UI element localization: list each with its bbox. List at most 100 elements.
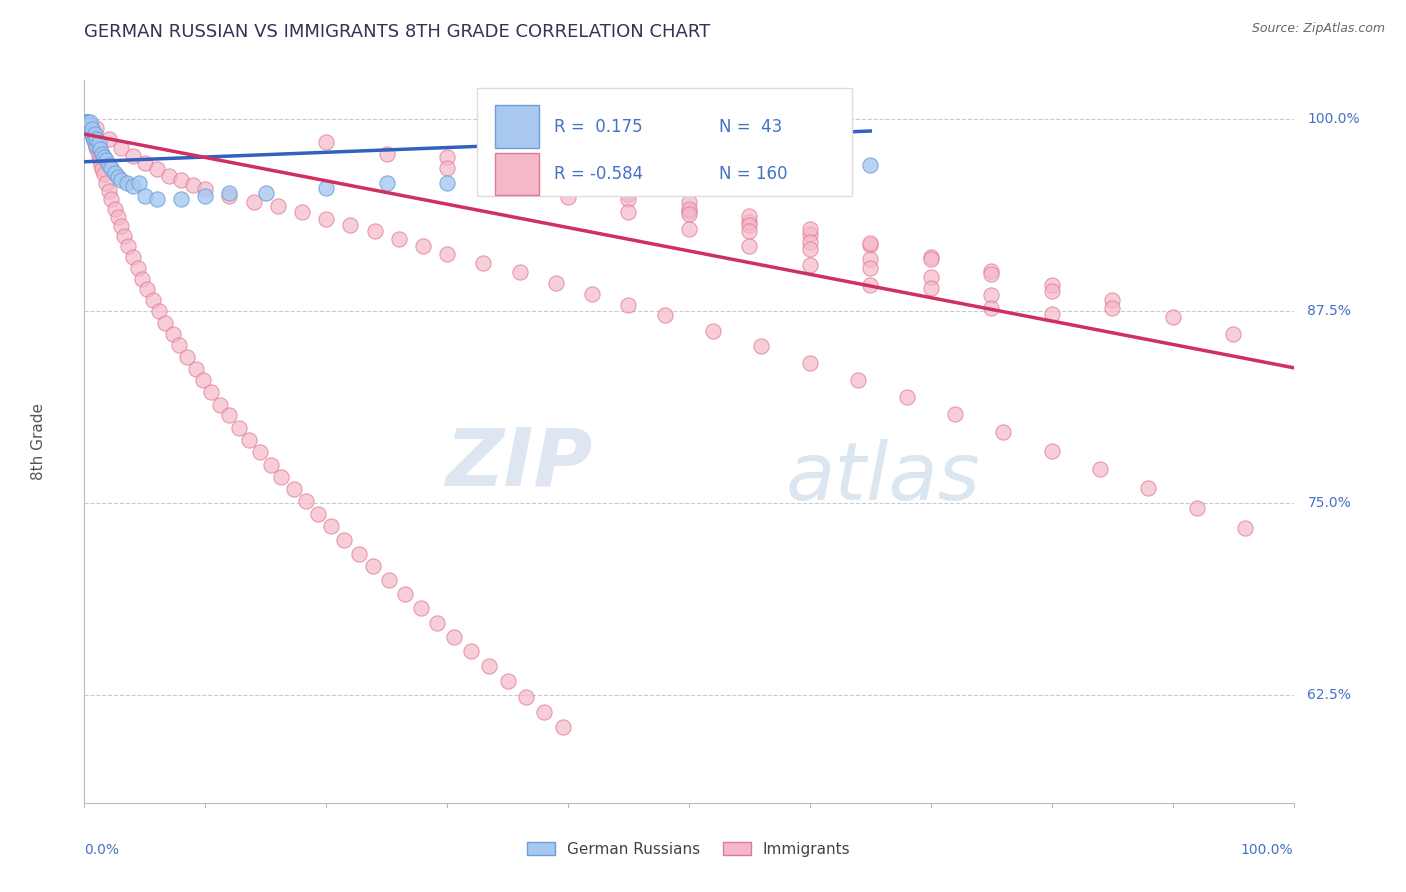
Point (333, 533, 356, 547)
Point (1040, 277, 1063, 292)
Point (319, 519, 342, 533)
Point (157, 169, 180, 183)
Point (93, 150, 115, 164)
Point (107, 170, 129, 185)
Point (581, 287, 603, 301)
Point (859, 277, 882, 292)
Point (79, 122, 101, 136)
Point (91, 147, 114, 161)
Point (194, 188, 217, 202)
Point (82, 126, 104, 140)
Text: GERMAN RUSSIAN VS IMMIGRANTS 8TH GRADE CORRELATION CHART: GERMAN RUSSIAN VS IMMIGRANTS 8TH GRADE C… (84, 22, 710, 40)
Point (184, 362, 207, 376)
Point (77, 120, 100, 135)
Point (426, 615, 449, 630)
Point (859, 236, 882, 251)
Point (920, 281, 942, 295)
Point (84, 127, 107, 141)
Text: N =  43: N = 43 (720, 118, 782, 136)
Point (375, 176, 398, 190)
Point (86, 120, 108, 135)
Point (86, 137, 108, 152)
Point (128, 176, 150, 190)
Point (76, 120, 98, 134)
Point (436, 247, 458, 261)
Point (993, 425, 1015, 440)
Point (738, 218, 761, 232)
Point (980, 267, 1002, 281)
Point (134, 156, 156, 170)
Point (496, 175, 519, 189)
Point (363, 224, 385, 238)
Point (87, 148, 110, 162)
Point (1222, 326, 1244, 341)
Point (91, 162, 114, 177)
Point (1101, 293, 1123, 307)
Point (89, 143, 111, 157)
Point (84, 136, 107, 151)
Point (200, 385, 222, 400)
Point (678, 207, 700, 221)
Point (136, 282, 159, 296)
Point (76, 116, 98, 130)
Point (980, 301, 1002, 315)
Point (267, 199, 290, 213)
Point (83, 133, 105, 147)
Point (315, 135, 337, 149)
Point (1088, 462, 1111, 476)
Point (920, 250, 942, 264)
Point (1040, 443, 1063, 458)
Point (394, 587, 416, 601)
Point (79, 118, 101, 132)
Point (170, 192, 193, 206)
Point (799, 222, 821, 236)
Point (617, 298, 640, 312)
Point (678, 202, 700, 217)
Text: 0.0%: 0.0% (84, 843, 120, 856)
Point (97, 184, 120, 198)
Point (121, 250, 143, 264)
Point (283, 482, 305, 496)
Point (533, 705, 555, 719)
Point (82, 130, 104, 145)
Point (496, 674, 519, 689)
Point (751, 339, 773, 353)
Point (110, 219, 132, 234)
Point (1137, 481, 1160, 495)
Text: atlas: atlas (786, 439, 980, 516)
Point (146, 162, 169, 177)
Point (86, 144, 108, 158)
Point (80, 124, 103, 138)
Point (436, 161, 458, 175)
Point (107, 210, 129, 224)
Point (89, 153, 111, 168)
Point (1234, 521, 1257, 535)
Point (254, 186, 277, 200)
Point (920, 252, 942, 266)
Point (799, 161, 821, 175)
Point (259, 458, 281, 472)
Point (738, 224, 761, 238)
Point (90, 158, 112, 172)
Point (218, 409, 240, 423)
Point (738, 215, 761, 229)
Text: R =  0.175: R = 0.175 (554, 118, 643, 136)
Point (980, 288, 1002, 302)
Point (472, 256, 495, 270)
Point (77, 116, 100, 130)
Point (270, 470, 292, 484)
Point (77, 118, 100, 132)
Point (617, 182, 640, 196)
Point (678, 222, 700, 236)
Point (557, 170, 579, 185)
Point (162, 326, 184, 341)
Point (412, 239, 434, 253)
Point (76, 115, 98, 129)
Point (859, 252, 882, 266)
Point (93, 167, 115, 181)
Point (77, 118, 100, 132)
Point (83, 133, 105, 147)
Point (557, 190, 579, 204)
Point (617, 205, 640, 219)
Point (557, 173, 579, 187)
